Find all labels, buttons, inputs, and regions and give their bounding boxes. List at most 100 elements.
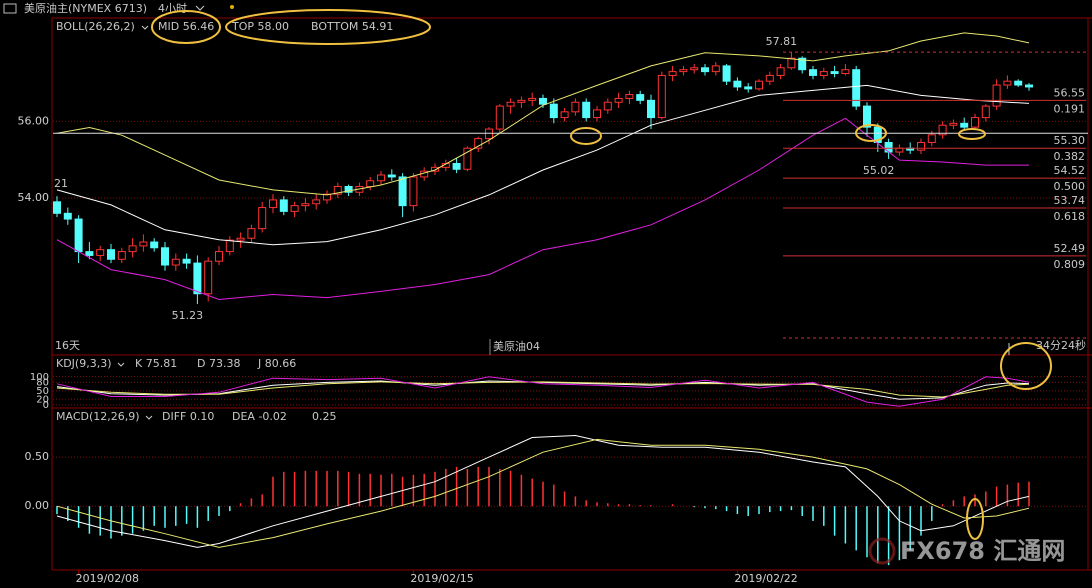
candle-body — [63, 212, 72, 220]
candle-body — [1014, 80, 1023, 86]
candle-body — [571, 101, 580, 113]
candle-body — [603, 101, 612, 111]
fib-value: 56.55 — [1054, 86, 1086, 99]
candle-body — [927, 134, 936, 143]
candle-body — [960, 122, 969, 128]
legend-title: BOLL(26,26,2) — [56, 20, 135, 33]
legend-item: DEA -0.02 — [232, 410, 287, 423]
y-tick-label: 0.00 — [25, 499, 50, 512]
fib-value: 54.52 — [1054, 164, 1086, 177]
legend-item: 0.25 — [312, 410, 337, 423]
candle-body — [668, 71, 677, 76]
candle-body — [150, 241, 159, 249]
y-tick-label: 0.50 — [25, 450, 50, 463]
candle-body — [366, 180, 375, 187]
candle-body — [582, 101, 591, 119]
candle-body — [485, 128, 493, 140]
highlight-ellipse — [1000, 342, 1052, 390]
candle-body — [560, 111, 569, 119]
candle-body — [625, 94, 634, 99]
candle-body — [161, 247, 169, 266]
candle-body — [247, 228, 256, 239]
candle-body — [657, 74, 666, 119]
candle-body — [895, 147, 904, 153]
candle-body — [377, 174, 385, 182]
candle-body — [917, 141, 925, 151]
legend-item: D 73.38 — [197, 357, 240, 370]
candle-body — [344, 186, 353, 193]
x-tick-label: 2019/02/22 — [734, 572, 797, 585]
legend-dropdown[interactable] — [145, 415, 153, 420]
price-annotation: 57.81 — [766, 35, 798, 48]
candle-body — [733, 80, 742, 88]
candle-body — [74, 218, 83, 253]
indicator-line — [56, 84, 1030, 246]
menu-icon[interactable] — [3, 3, 17, 14]
watermark-logo — [868, 537, 896, 565]
candle-body — [873, 126, 882, 143]
fib-ratio: 0.191 — [1054, 102, 1086, 115]
legend-dropdown[interactable] — [141, 25, 149, 30]
candle-body — [215, 251, 223, 262]
candle-body — [765, 74, 774, 82]
candle-body — [171, 258, 180, 266]
y-tick-label: 54.00 — [18, 191, 50, 204]
candle-body — [647, 99, 655, 119]
indicator-line — [56, 376, 1030, 407]
fib-value: 55.30 — [1054, 134, 1086, 147]
candle-body — [938, 124, 947, 136]
candle-body — [690, 67, 699, 71]
y-tick-label: 0 — [43, 400, 49, 411]
candle-body — [236, 237, 245, 241]
candle-body — [117, 251, 126, 260]
candle-body — [312, 199, 321, 205]
candle-body — [884, 141, 893, 153]
indicator-line — [56, 380, 1030, 400]
candle-body — [290, 205, 299, 212]
indicator-line — [56, 434, 1030, 548]
fib-ratio: 0.382 — [1054, 150, 1086, 163]
candle-body — [614, 97, 623, 103]
candle-body — [863, 105, 871, 128]
legend-dropdown[interactable] — [117, 362, 125, 367]
candle-body — [949, 122, 958, 126]
candle-body — [787, 57, 796, 69]
candle-body — [301, 203, 310, 207]
candle-body — [517, 99, 526, 103]
indicator-line — [56, 381, 1030, 398]
highlight-ellipse — [225, 9, 431, 45]
candle-body — [1025, 84, 1033, 88]
candle-body — [549, 103, 558, 119]
highlight-ellipse — [570, 127, 602, 145]
candle-body — [96, 249, 105, 256]
candle-body — [798, 57, 807, 71]
candle-body — [722, 65, 731, 82]
period-dropdown[interactable] — [195, 5, 205, 11]
fib-ratio: 0.500 — [1054, 180, 1086, 193]
candle-body — [258, 207, 267, 230]
candle-body — [463, 147, 472, 170]
fib-value: 53.74 — [1054, 194, 1086, 207]
candle-body — [107, 249, 115, 260]
highlight-ellipse — [855, 124, 887, 142]
legend-item: MID 56.46 — [158, 20, 214, 33]
y-tick-label: 100 — [30, 372, 49, 383]
countdown: 34分24秒 — [1036, 338, 1086, 352]
candle-body — [409, 176, 418, 207]
candle-body — [431, 166, 439, 172]
indicator-line — [56, 32, 1030, 196]
candle-body — [204, 260, 213, 295]
candle-body — [139, 241, 148, 247]
candle-body — [1003, 80, 1012, 86]
y-tick-label: 20 — [36, 394, 49, 405]
legend-title: MACD(12,26,9) — [56, 410, 140, 423]
candle-body — [593, 109, 601, 119]
x-tick-label: 2019/02/08 — [76, 572, 139, 585]
highlight — [151, 9, 1052, 540]
candle-body — [279, 199, 288, 212]
contract: 美原油04 — [493, 339, 540, 353]
candle-body — [539, 97, 547, 105]
candle-body — [819, 71, 828, 76]
symbol[interactable]: 美原油主(NYMEX 6713) — [24, 1, 147, 15]
